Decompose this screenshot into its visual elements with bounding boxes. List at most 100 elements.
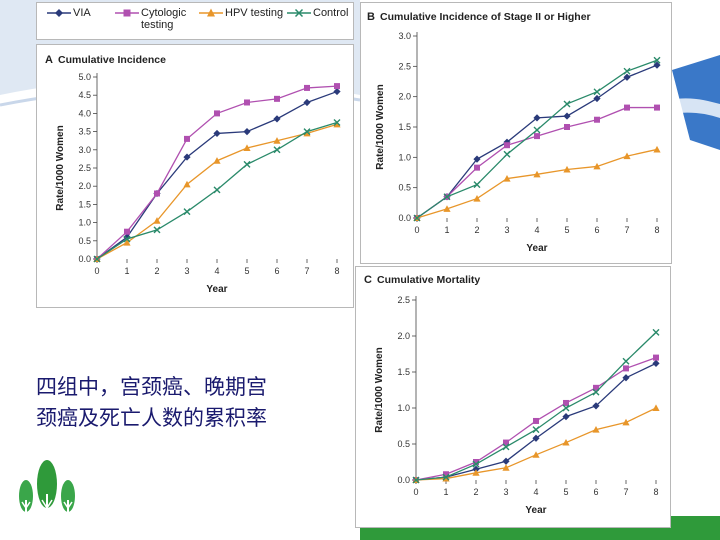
slide-caption: 四组中，宫颈癌、晚期宫 颈癌及死亡人数的累积率 xyxy=(36,372,336,434)
x-tick-label: 2 xyxy=(154,266,159,276)
tree-logo-icon xyxy=(19,460,75,516)
y-tick-label: 4.5 xyxy=(78,90,91,100)
panel-letter: B xyxy=(367,11,375,23)
x-axis-label: Year xyxy=(525,505,546,516)
chart-panel-c: C Cumulative Mortality 0.0 0.5 1.0 1.5 2.0 2.5 0… xyxy=(355,266,671,528)
x-tick-label: 1 xyxy=(124,266,129,276)
y-tick-label: 0.0 xyxy=(397,475,410,485)
data-point xyxy=(623,152,631,160)
y-tick-label: 1.0 xyxy=(397,403,410,413)
x-tick-label: 2 xyxy=(474,225,479,235)
y-axis-label: Rate/1000 Women xyxy=(375,84,386,169)
x-tick-label: 8 xyxy=(334,266,339,276)
data-point xyxy=(413,214,421,222)
y-axis-label: Rate/1000 Women xyxy=(55,125,66,210)
data-point xyxy=(213,186,221,194)
x-tick-label: 6 xyxy=(274,266,279,276)
data-point xyxy=(593,94,601,103)
legend-label: Cytologic testing xyxy=(141,7,187,31)
data-point xyxy=(473,155,481,163)
data-point xyxy=(653,145,661,153)
legend-label: VIA xyxy=(73,7,91,19)
y-tick-label: 0.5 xyxy=(398,183,411,193)
data-point xyxy=(243,144,251,151)
panel-letter: A xyxy=(45,54,53,66)
chart-a-plot: A Cumulative Incidence 0.0 0.5 1.0 1.5 2.0 2.5 3… xyxy=(45,54,341,295)
chart-panel-a: A Cumulative Incidence 0.0 0.5 1.0 1.5 2.0 2.5 3… xyxy=(36,44,354,308)
y-axis-label: Rate/1000 Women xyxy=(374,347,385,432)
chart-title: Cumulative Incidence of Stage II or High… xyxy=(380,11,591,23)
data-point xyxy=(503,174,511,182)
y-tick-label: 2.0 xyxy=(397,331,410,341)
y-tick-label: 1.5 xyxy=(398,122,411,132)
x-axis-label: Year xyxy=(206,284,227,295)
hpv-marker-icon xyxy=(199,8,223,17)
data-point xyxy=(243,128,251,136)
data-point xyxy=(443,471,449,478)
x-tick-label: 5 xyxy=(564,225,569,235)
data-point xyxy=(472,460,480,468)
y-tick-label: 1.5 xyxy=(78,199,91,209)
data-point xyxy=(504,142,510,149)
data-point xyxy=(303,98,311,107)
data-point xyxy=(153,226,161,234)
series-line xyxy=(415,331,657,481)
data-point xyxy=(273,115,281,123)
x-tick-label: 6 xyxy=(593,487,598,497)
data-point xyxy=(652,404,660,411)
data-point xyxy=(593,162,601,170)
data-point xyxy=(123,235,131,243)
y-tick-label: 1.0 xyxy=(78,218,91,228)
data-point xyxy=(533,126,541,134)
y-tick-label: 0.0 xyxy=(78,254,91,264)
data-point xyxy=(622,357,630,365)
data-point xyxy=(184,135,190,142)
data-point xyxy=(533,417,539,424)
y-tick-label: 1.5 xyxy=(397,367,410,377)
series-line xyxy=(416,64,658,219)
data-point xyxy=(594,116,600,123)
data-point xyxy=(593,384,599,391)
x-tick-label: 0 xyxy=(413,487,418,497)
data-point xyxy=(443,193,451,201)
x-tick-label: 4 xyxy=(534,225,539,235)
data-point xyxy=(273,137,281,144)
x-tick-label: 3 xyxy=(184,266,189,276)
chart-b-plot: B Cumulative Incidence of Stage II or Hig… xyxy=(367,11,661,254)
data-point xyxy=(592,426,600,433)
data-point xyxy=(124,228,130,235)
y-tick-label: 0.5 xyxy=(78,236,91,246)
x-tick-label: 0 xyxy=(94,266,99,276)
data-point xyxy=(473,459,479,465)
data-point xyxy=(502,457,510,465)
control-marker-icon xyxy=(287,8,311,18)
data-point xyxy=(183,180,191,188)
data-point xyxy=(653,61,661,69)
data-point xyxy=(442,473,450,481)
data-point xyxy=(333,87,341,96)
data-point xyxy=(653,354,659,361)
data-point xyxy=(592,388,600,396)
series-line xyxy=(416,148,658,219)
x-tick-label: 1 xyxy=(444,225,449,235)
y-tick-label: 2.0 xyxy=(398,92,411,102)
legend-label: Control xyxy=(313,7,349,19)
data-point xyxy=(243,160,251,168)
data-point xyxy=(213,157,221,164)
data-point xyxy=(593,88,601,96)
data-point xyxy=(562,404,570,412)
data-point xyxy=(532,451,540,458)
data-point xyxy=(622,418,630,426)
data-point xyxy=(563,112,571,120)
cytologic-marker-icon xyxy=(115,9,139,17)
x-tick-label: 4 xyxy=(533,487,538,497)
x-tick-label: 4 xyxy=(214,266,219,276)
data-point xyxy=(474,164,480,171)
x-axis-label: Year xyxy=(526,243,547,254)
x-tick-label: 3 xyxy=(503,487,508,497)
y-tick-label: 0.5 xyxy=(397,439,410,449)
data-point xyxy=(502,464,510,471)
data-point xyxy=(154,190,160,197)
y-tick-label: 4.0 xyxy=(78,108,91,118)
data-point xyxy=(153,217,161,224)
